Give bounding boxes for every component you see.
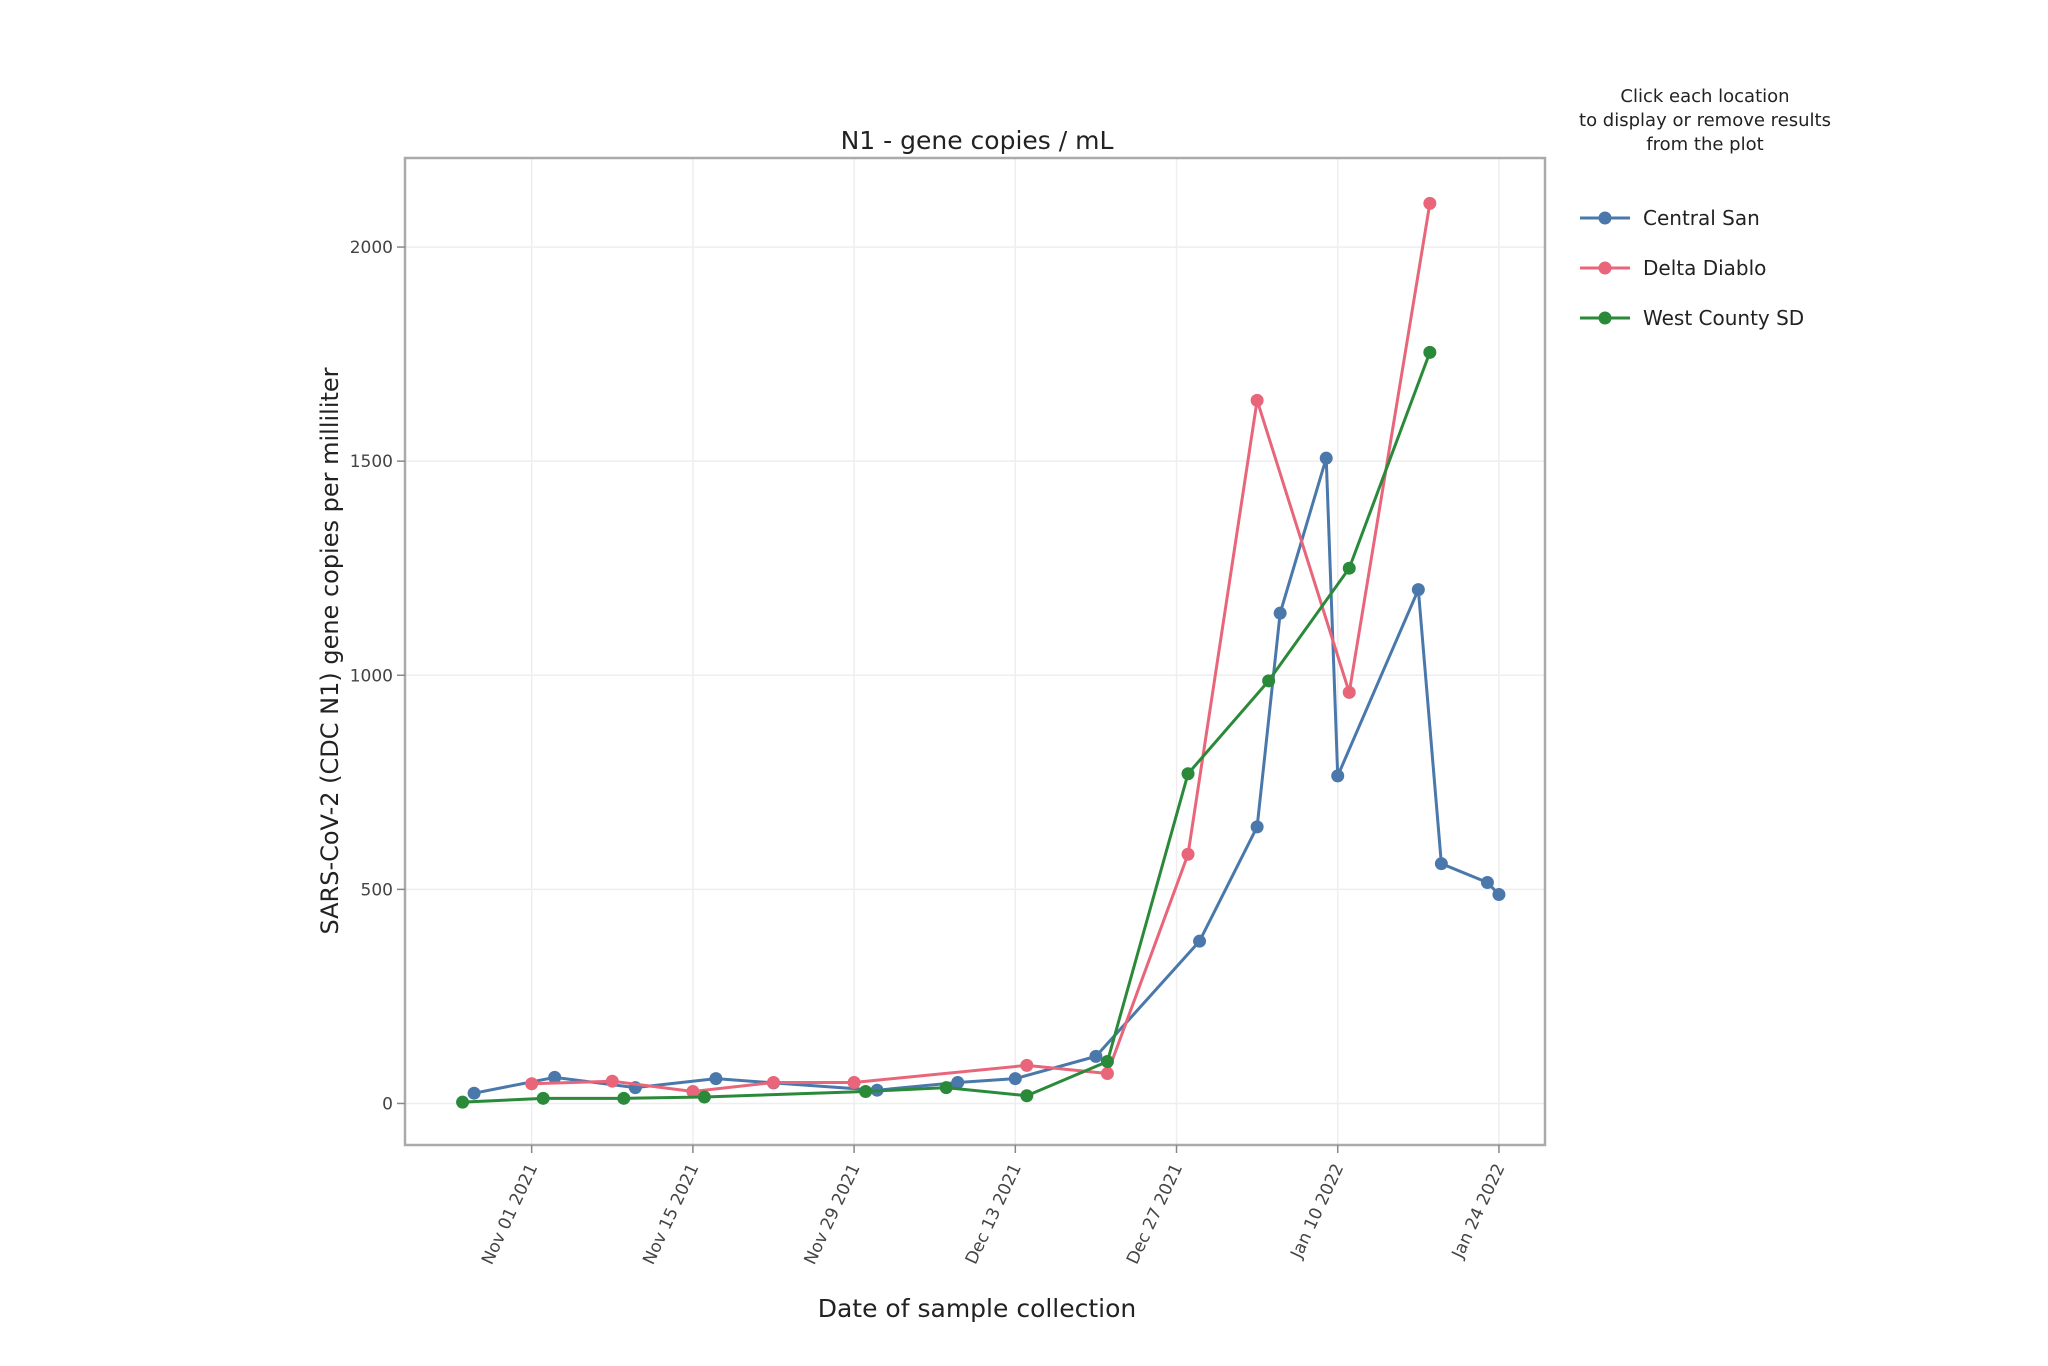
data-point <box>939 1081 953 1095</box>
legend-title-line: from the plot <box>1646 134 1763 155</box>
legend-label: West County SD <box>1643 306 1804 330</box>
data-point <box>1262 674 1276 688</box>
x-axis: Nov 01 2021 Nov 15 2021 Nov 29 2021 Dec 13 … <box>478 1145 1509 1268</box>
data-point <box>1423 345 1437 359</box>
x-tick-label: Jan 10 2022 <box>1287 1161 1349 1263</box>
legend-title-line: Click each location <box>1620 86 1789 107</box>
data-point <box>1020 1058 1034 1072</box>
legend: Central San Delta Diablo West County SD <box>1580 206 1804 330</box>
data-point <box>1273 606 1287 620</box>
data-point <box>467 1086 481 1100</box>
data-point <box>1250 393 1264 407</box>
data-point <box>1250 820 1264 834</box>
data-point <box>548 1070 562 1084</box>
data-point <box>536 1091 550 1105</box>
legend-title: Click each location to display or remove… <box>1579 86 1831 155</box>
data-point <box>1181 767 1195 781</box>
plot-frame <box>403 156 1547 1147</box>
x-tick-label: Nov 01 2021 <box>478 1161 542 1268</box>
x-axis-label: Date of sample collection <box>818 1294 1137 1323</box>
data-point <box>1342 685 1356 699</box>
data-point <box>525 1077 539 1091</box>
y-tick-label: 2000 <box>350 238 393 258</box>
y-axis: 0 500 1000 1500 2000 <box>350 238 405 1114</box>
series-line <box>473 457 1501 1095</box>
legend-marker-icon <box>1598 261 1612 275</box>
y-axis-label: SARS-CoV-2 (CDC N1) gene copies per mill… <box>316 367 344 934</box>
data-point <box>1319 451 1333 465</box>
data-point <box>1434 857 1448 871</box>
series-delta-diablo <box>525 196 1437 1098</box>
legend-marker-icon <box>1598 311 1612 325</box>
data-point <box>1331 769 1345 783</box>
legend-label: Delta Diablo <box>1643 256 1766 280</box>
chart-title: N1 - gene copies / mL <box>841 126 1114 155</box>
data-point <box>1423 196 1437 210</box>
data-point <box>697 1090 711 1104</box>
x-tick-label: Jan 24 2022 <box>1448 1161 1510 1263</box>
data-point <box>1342 561 1356 575</box>
series-line <box>462 351 1432 1104</box>
data-point <box>1480 876 1494 890</box>
legend-marker-icon <box>1598 211 1612 225</box>
y-tick-label: 1000 <box>350 666 393 686</box>
data-point <box>1492 888 1506 902</box>
series-line <box>531 203 1432 1093</box>
data-point <box>859 1084 873 1098</box>
legend-item-west-county-sd[interactable]: West County SD <box>1580 306 1804 330</box>
data-point <box>617 1091 631 1105</box>
y-tick-label: 1500 <box>350 452 393 472</box>
data-point <box>456 1095 470 1109</box>
data-point <box>1181 847 1195 861</box>
series-west-county-sd <box>456 345 1437 1109</box>
data-point <box>605 1074 619 1088</box>
legend-item-central-san[interactable]: Central San <box>1580 206 1760 230</box>
series-central-san <box>467 451 1506 1100</box>
data-point <box>1089 1049 1103 1063</box>
x-tick-label: Dec 13 2021 <box>962 1161 1026 1268</box>
data-point <box>1193 934 1207 948</box>
data-point <box>1100 1055 1114 1069</box>
gridlines <box>405 158 1545 1145</box>
y-tick-label: 0 <box>382 1094 393 1114</box>
data-point <box>1020 1089 1034 1103</box>
legend-label: Central San <box>1643 206 1760 230</box>
data-point <box>1411 583 1425 597</box>
legend-item-delta-diablo[interactable]: Delta Diablo <box>1580 256 1766 280</box>
data-point <box>1008 1072 1022 1086</box>
data-point <box>1100 1066 1114 1080</box>
x-tick-label: Nov 15 2021 <box>639 1161 703 1268</box>
data-point <box>951 1075 965 1089</box>
data-point <box>766 1075 780 1089</box>
x-tick-label: Dec 27 2021 <box>1123 1161 1187 1268</box>
x-tick-label: Nov 29 2021 <box>800 1161 864 1268</box>
data-point <box>709 1072 723 1086</box>
y-tick-label: 500 <box>361 880 393 900</box>
data-point <box>847 1075 861 1089</box>
legend-title-line: to display or remove results <box>1579 110 1831 131</box>
data-point <box>686 1084 700 1098</box>
series-layer <box>456 196 1506 1109</box>
